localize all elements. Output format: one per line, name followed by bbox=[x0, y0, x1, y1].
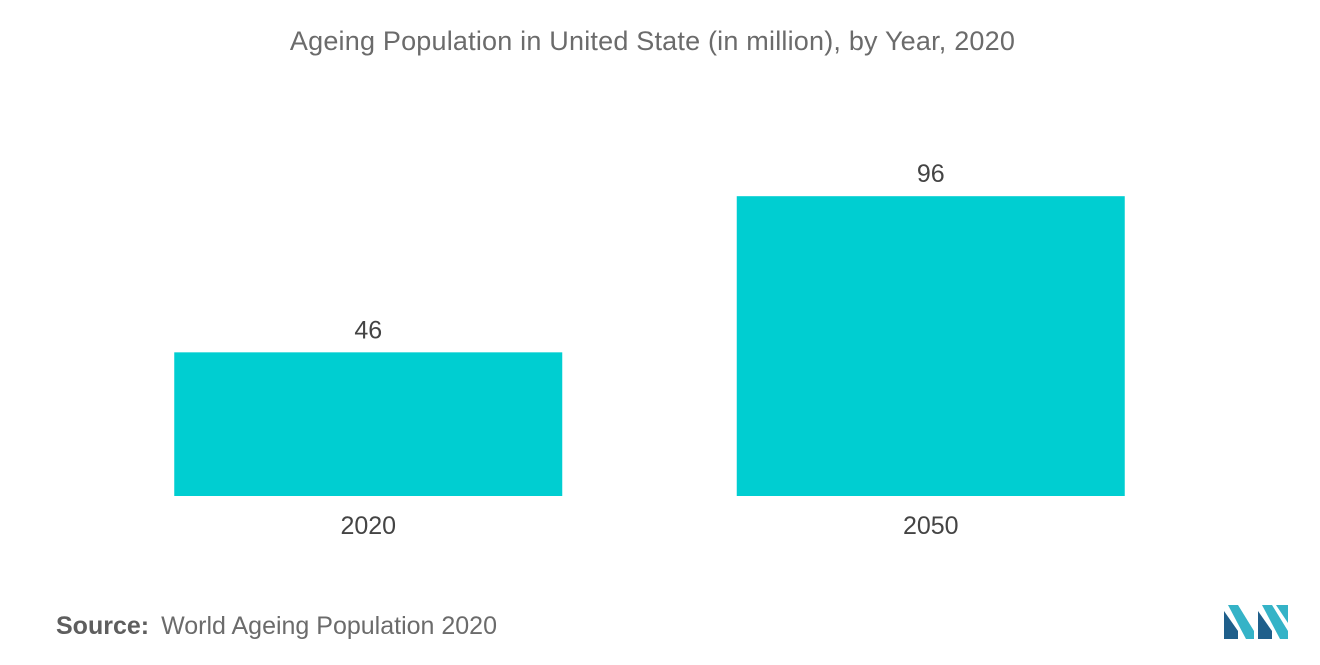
x-tick-label-2050: 2050 bbox=[903, 512, 959, 540]
bar-2020 bbox=[174, 352, 563, 496]
bar-2050 bbox=[736, 196, 1125, 496]
mordor-intelligence-logo-icon bbox=[1224, 605, 1288, 639]
chart-title: Ageing Population in United State (in mi… bbox=[289, 26, 1016, 56]
x-tick-label-2020: 2020 bbox=[340, 512, 396, 540]
source-text: World Ageing Population 2020 bbox=[161, 612, 497, 640]
data-label-2020: 46 bbox=[354, 316, 382, 344]
source-label: Source: bbox=[56, 612, 150, 640]
source-note: Source: World Ageing Population 2020 bbox=[56, 612, 497, 641]
bars-layer bbox=[174, 196, 1125, 496]
data-label-2050: 96 bbox=[917, 160, 945, 188]
labels-layer: 46 2020 96 2050 bbox=[340, 160, 958, 540]
